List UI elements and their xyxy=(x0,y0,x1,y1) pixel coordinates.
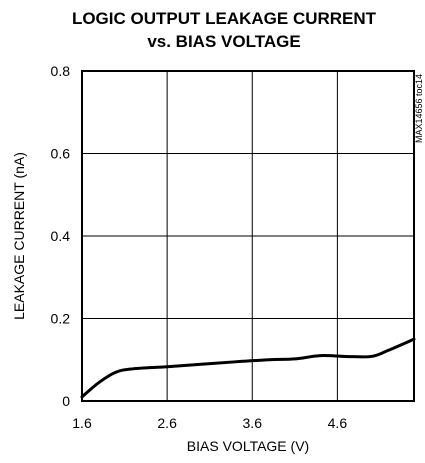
y-tick-label: 0 xyxy=(62,393,70,409)
y-tick-label: 0.4 xyxy=(51,228,71,244)
plot-frame xyxy=(81,70,415,402)
x-tick-label: 4.6 xyxy=(328,415,348,431)
y-tick-label: 0.8 xyxy=(51,63,71,79)
x-tick-labels: 1.6 2.6 3.6 4.6 xyxy=(72,415,347,431)
chart-title-line-2: vs. BIAS VOLTAGE xyxy=(147,32,300,51)
series-layer xyxy=(80,337,416,399)
chart-title-line-1: LOGIC OUTPUT LEAKAGE CURRENT xyxy=(72,9,377,28)
y-tick-label: 0.6 xyxy=(51,146,71,162)
x-tick-label: 3.6 xyxy=(243,415,263,431)
y-axis-label: LEAKAGE CURRENT (nA) xyxy=(11,152,27,320)
y-tick-label: 0.2 xyxy=(51,311,71,327)
x-tick-label: 2.6 xyxy=(157,415,177,431)
series-line xyxy=(80,337,416,399)
grid xyxy=(82,71,414,401)
y-tick-labels: 0 0.2 0.4 0.6 0.8 xyxy=(51,63,71,409)
x-tick-label: 1.6 xyxy=(72,415,92,431)
figure-id: MAX14656 toc14 xyxy=(414,74,424,143)
x-axis-label: BIAS VOLTAGE (V) xyxy=(187,438,309,454)
